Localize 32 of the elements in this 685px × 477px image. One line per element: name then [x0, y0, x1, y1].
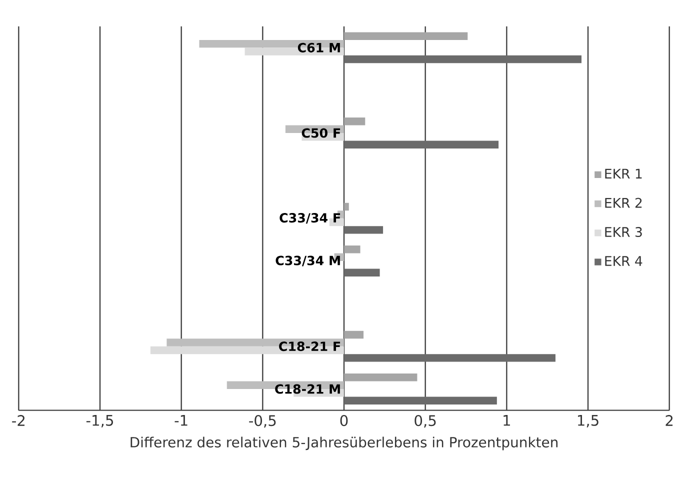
bar	[344, 140, 499, 148]
x-tick-label: 2	[666, 415, 673, 426]
bar	[344, 55, 582, 64]
y-tick-label: C33/34 F	[280, 213, 340, 224]
bar	[344, 202, 349, 211]
bar	[344, 118, 366, 126]
x-tick-label: -2	[12, 415, 24, 426]
bar	[344, 268, 380, 276]
legend-label: EKR 1	[605, 168, 642, 179]
x-tick-label: -1	[174, 415, 188, 426]
x-tick-label: -0,5	[249, 415, 276, 428]
y-tick-label: C18-21 F	[279, 342, 340, 352]
y-tick-label: C61 M	[298, 42, 340, 52]
bar	[344, 354, 556, 362]
x-tick-label: 1	[504, 415, 510, 426]
bar	[344, 226, 384, 234]
legend-label: EKR 2	[605, 198, 642, 208]
y-tick-label: C50 F	[302, 128, 340, 138]
bar	[344, 374, 418, 382]
x-tick-label: 1,5	[578, 415, 598, 428]
x-tick-label: -1,5	[86, 415, 113, 428]
bar	[344, 330, 364, 339]
legend-label: EKR 3	[605, 226, 642, 238]
legend-label: EKR 4	[605, 256, 642, 266]
bar	[344, 32, 468, 40]
bar	[344, 246, 360, 254]
y-tick-label: C33/34 M	[276, 256, 340, 266]
x-axis-title: Differenz des relativen 5-Jahresüberlebens in Prozentpunkten	[130, 436, 558, 450]
bar	[344, 396, 497, 404]
x-tick-label: 0,5	[414, 415, 436, 428]
y-tick-label: C18-21 M	[275, 384, 340, 394]
x-tick-label: 0	[340, 415, 348, 426]
